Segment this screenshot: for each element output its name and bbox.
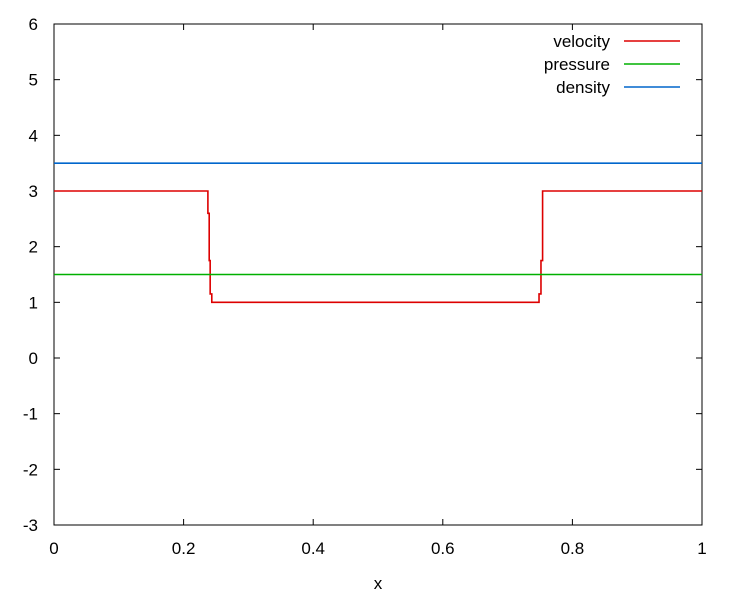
axis-ticks: [53, 23, 703, 526]
legend-label-velocity: velocity: [553, 32, 610, 51]
series-line-velocity: [54, 190, 702, 304]
y-tick-label: 4: [29, 126, 38, 145]
x-tick-label: 0.4: [301, 539, 325, 558]
x-tick-label: 0.8: [561, 539, 585, 558]
y-tick-label: 3: [29, 182, 38, 201]
legend-label-pressure: pressure: [544, 55, 610, 74]
x-axis-label: x: [374, 574, 383, 593]
legend: velocity pressure density: [544, 32, 680, 97]
y-tick-label: 2: [29, 238, 38, 257]
x-tick-label: 0.6: [431, 539, 455, 558]
x-tick-label: 0: [49, 539, 58, 558]
y-tick-label: 5: [29, 71, 38, 90]
series-lines: [54, 162, 702, 304]
y-tick-label: 1: [29, 293, 38, 312]
y-tick-label: 0: [29, 349, 38, 368]
y-tick-label: -2: [23, 460, 38, 479]
x-tick-label: 0.2: [172, 539, 196, 558]
y-tick-label: -1: [23, 405, 38, 424]
legend-label-density: density: [556, 78, 610, 97]
y-tick-label: 6: [29, 15, 38, 34]
axis-tick-labels: 0 0.2 0.4 0.6 0.8 1 -3 -2 -1 0 1 2 3 4 5 6: [23, 15, 707, 558]
y-tick-label: -3: [23, 516, 38, 535]
x-tick-label: 1: [697, 539, 706, 558]
